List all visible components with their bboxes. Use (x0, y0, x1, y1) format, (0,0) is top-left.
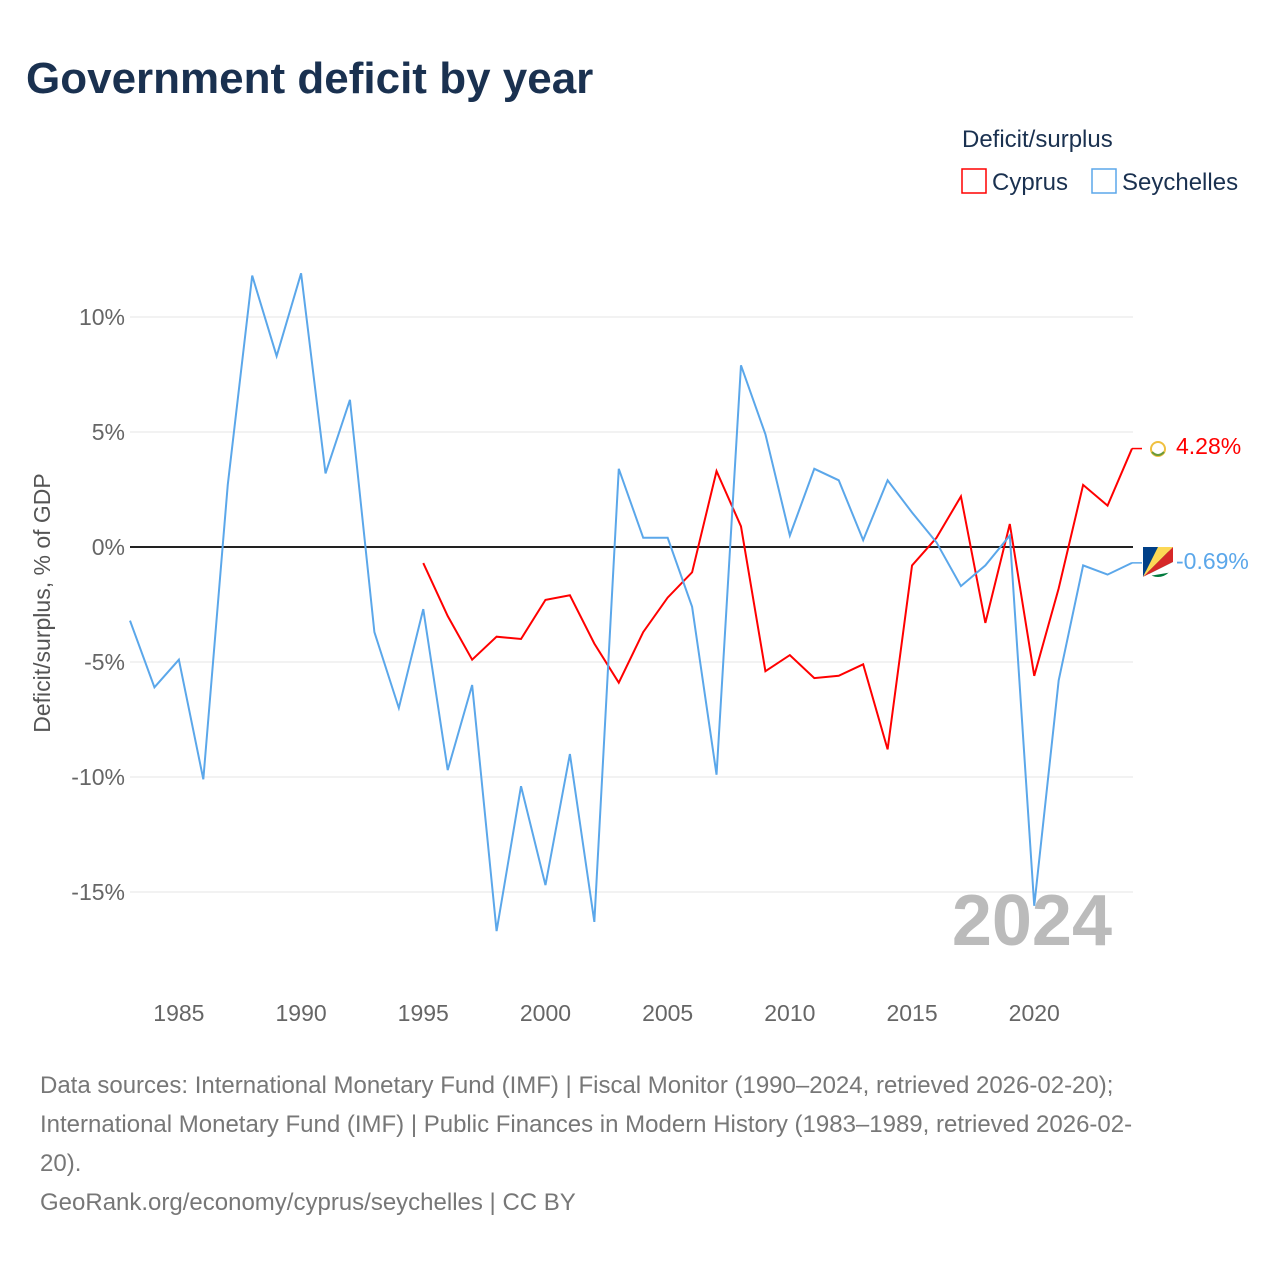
series-line-seychelles[interactable] (129, 273, 1133, 932)
x-tick-label: 1995 (398, 1000, 449, 1026)
x-tick-label: 2000 (520, 1000, 571, 1026)
end-label-cyprus: 4.28% (1176, 433, 1241, 459)
y-tick-label: 0% (92, 534, 125, 560)
source-line-3: 20). (40, 1150, 81, 1177)
legend: Deficit/surplus Cyprus Seychelles (961, 126, 1238, 196)
x-tick-label: 1990 (275, 1000, 326, 1026)
end-markers: 4.28% -0.69% (1143, 433, 1249, 577)
legend-swatch-cyprus[interactable] (961, 168, 987, 194)
chart-title: Government deficit by year (26, 54, 593, 103)
legend-swatch-seychelles[interactable] (1091, 168, 1117, 194)
y-axis-ticks: 10% 5% 0% -5% -10% -15% (71, 304, 125, 905)
legend-label-cyprus[interactable]: Cyprus (992, 169, 1068, 196)
x-axis-ticks: 1985 1990 1995 2000 2005 2010 2015 2020 (153, 1000, 1060, 1026)
y-tick-label: -10% (71, 764, 125, 790)
source-line-1: Data sources: International Monetary Fun… (40, 1072, 1113, 1099)
gridlines (130, 316, 1133, 893)
y-tick-label: 5% (92, 419, 125, 445)
x-tick-label: 2010 (764, 1000, 815, 1026)
x-tick-label: 2005 (642, 1000, 693, 1026)
x-tick-label: 1985 (153, 1000, 204, 1026)
x-tick-label: 2015 (886, 1000, 937, 1026)
legend-title: Deficit/surplus (962, 126, 1113, 153)
end-label-seychelles: -0.69% (1176, 548, 1249, 574)
series-lines (129, 273, 1142, 932)
x-tick-label: 2020 (1009, 1000, 1060, 1026)
y-tick-label: -15% (71, 879, 125, 905)
legend-label-seychelles[interactable]: Seychelles (1122, 169, 1238, 196)
year-overlay: 2024 (952, 881, 1112, 961)
source-link[interactable]: GeoRank.org/economy/cyprus/seychelles | … (40, 1189, 576, 1216)
sources: Data sources: International Monetary Fun… (40, 1072, 1132, 1216)
y-tick-label: 10% (79, 304, 125, 330)
y-tick-label: -5% (84, 649, 125, 675)
series-line-cyprus[interactable] (422, 448, 1133, 750)
y-axis-label: Deficit/surplus, % of GDP (29, 473, 55, 732)
source-line-2: International Monetary Fund (IMF) | Publ… (40, 1111, 1132, 1138)
seychelles-flag-icon (1143, 547, 1173, 577)
cyprus-flag-olive-icon (1151, 451, 1165, 456)
